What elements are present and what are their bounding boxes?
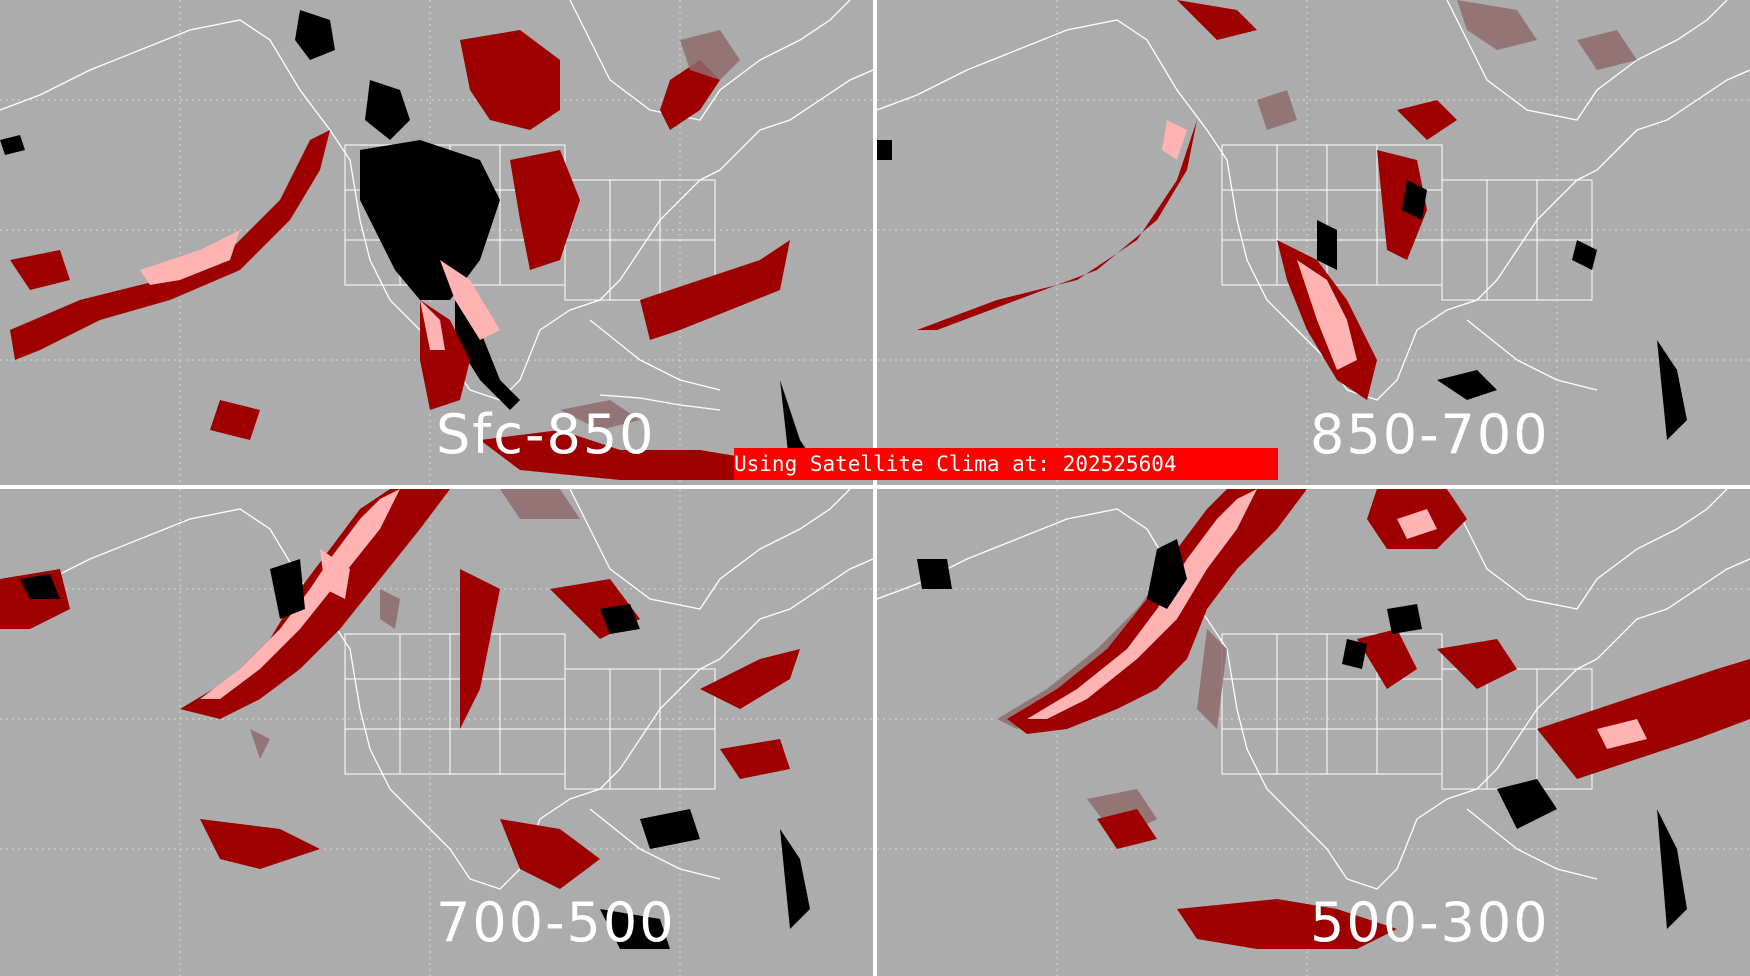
level-label-500-300: 500-300 <box>1310 891 1550 954</box>
coastlines <box>877 0 1750 401</box>
black-layer <box>0 10 820 470</box>
coastlines <box>0 489 873 890</box>
dark-red-layer <box>10 30 790 480</box>
panel-500-300: 500-300 <box>877 489 1750 976</box>
grid-lines <box>877 0 1750 485</box>
dark-red-layer <box>917 0 1457 400</box>
banner-text: Using Satellite Clima at: 202525604 <box>734 452 1177 476</box>
panel-700-500: 700-500 <box>0 489 873 976</box>
panel-sfc-850: Sfc-850 <box>0 0 873 485</box>
black-layer <box>877 140 1687 440</box>
pink-layer <box>1162 120 1357 370</box>
horizontal-divider <box>0 485 1750 489</box>
pink-layer <box>200 489 400 699</box>
level-label-sfc-850: Sfc-850 <box>436 403 656 466</box>
grid-lines <box>0 0 873 485</box>
map-700-500 <box>0 489 873 976</box>
level-label-700-500: 700-500 <box>436 891 676 954</box>
satellite-clima-banner: Using Satellite Clima at: 202525604 <box>734 448 1278 480</box>
black-layer <box>20 559 810 949</box>
rose-layer <box>250 489 580 759</box>
state-borders <box>344 633 716 790</box>
rose-layer <box>1257 0 1637 130</box>
rose-layer <box>560 30 740 430</box>
level-label-850-700: 850-700 <box>1310 403 1550 466</box>
black-layer <box>917 539 1687 929</box>
pink-layer <box>140 230 500 350</box>
grid-lines <box>0 489 873 976</box>
map-sfc-850 <box>0 0 873 485</box>
panel-850-700: 850-700 <box>877 0 1750 485</box>
coastlines <box>877 489 1750 890</box>
map-500-300 <box>877 489 1750 976</box>
pink-layer <box>1027 489 1647 749</box>
map-850-700 <box>877 0 1750 485</box>
